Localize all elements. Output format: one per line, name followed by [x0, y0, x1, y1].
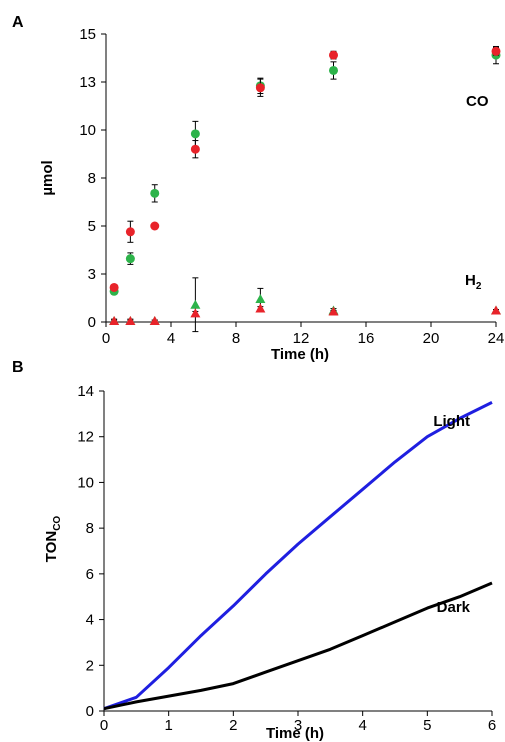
data-point-circle: [109, 282, 119, 292]
panel-a-y-tick-label: 8: [88, 170, 96, 187]
series-label-dark: Dark: [437, 599, 471, 616]
series-line-dark: [103, 581, 493, 711]
data-point-circle: [190, 129, 200, 139]
data-point-circle: [255, 83, 265, 93]
data-point-circle: [329, 65, 338, 75]
panel-b-x-tick-label: 3: [294, 717, 302, 734]
panel-a-label: A: [12, 14, 24, 31]
data-point-circle: [150, 188, 160, 198]
panel-a-y-tick-label: 5: [88, 218, 96, 235]
panel-b-y-tick-label: 14: [77, 383, 94, 400]
panel-a-series: [109, 303, 501, 326]
panel-b-y-tick-label: 0: [86, 703, 94, 720]
panel-a-x-tick-label: 8: [232, 330, 240, 347]
panel-a-x-tick-label: 0: [102, 330, 110, 347]
annotation-co: CO: [466, 93, 489, 110]
panel-b-x-tick-label: 5: [423, 717, 431, 734]
data-point-triangle: [125, 316, 136, 326]
panel-b-x-tick-label: 0: [100, 717, 108, 734]
panel-a-x-tick-label: 12: [293, 330, 310, 347]
panel-a-y-tick-label: 3: [88, 266, 96, 283]
data-point-triangle: [491, 305, 501, 315]
panel-a-xlabel: Time (h): [271, 346, 329, 363]
data-point-circle: [491, 46, 501, 56]
panel-a-x-tick-label: 24: [488, 330, 505, 347]
data-point-triangle: [328, 306, 339, 316]
panel-a-series: [109, 45, 501, 296]
panel-b-label: B: [12, 359, 24, 376]
panel-a-ylabel: µmol: [39, 160, 56, 195]
panel-a-y-tick-label: 13: [79, 74, 96, 91]
panel-a-x-tick-label: 4: [167, 330, 175, 347]
data-point-triangle: [149, 316, 160, 326]
annotation-h2: H2: [465, 272, 482, 292]
panel-a-x-tick-label: 16: [358, 330, 375, 347]
panel-a-y-tick-label: 15: [79, 26, 96, 43]
panel-b-y-tick-label: 12: [77, 429, 94, 446]
panel-b-x-tick-label: 2: [229, 717, 237, 734]
panel-b-x-tick-label: 4: [358, 717, 366, 734]
panel-b-y-tick-label: 8: [86, 520, 94, 537]
panel-a-x-tick-label: 20: [423, 330, 440, 347]
panel-b-x-tick-label: 1: [164, 717, 172, 734]
panel-b-ylabel: TONCO: [43, 516, 63, 563]
data-point-circle: [150, 221, 160, 231]
data-point-circle: [125, 254, 135, 264]
panel-b-xlabel: Time (h): [266, 725, 324, 742]
panel-b-y-tick-label: 2: [86, 657, 94, 674]
series-line-light: [103, 401, 493, 711]
panel-a-y-tick-label: 10: [79, 122, 96, 139]
panel-b-y-tick-label: 4: [86, 612, 94, 629]
panel-a-series: [109, 277, 501, 333]
data-point-triangle: [109, 316, 120, 326]
panel-a-series: [109, 46, 501, 292]
panel-a-y-tick-label: 0: [88, 314, 96, 331]
panel-b-y-tick-label: 10: [77, 474, 94, 491]
data-point-circle: [125, 227, 135, 237]
data-point-triangle: [255, 303, 266, 313]
series-label-light: Light: [433, 413, 470, 430]
panel-b-x-tick-label: 6: [488, 717, 496, 734]
data-point-triangle: [190, 308, 201, 318]
data-point-triangle: [190, 299, 201, 309]
panel-a-plot: 0 4 8 12 16 20 24 0 3 5 8 10 13 15: [79, 26, 504, 347]
panel-b-y-tick-label: 6: [86, 566, 94, 583]
data-point-circle: [190, 144, 200, 154]
data-point-circle: [329, 50, 338, 60]
data-point-triangle: [255, 293, 266, 303]
